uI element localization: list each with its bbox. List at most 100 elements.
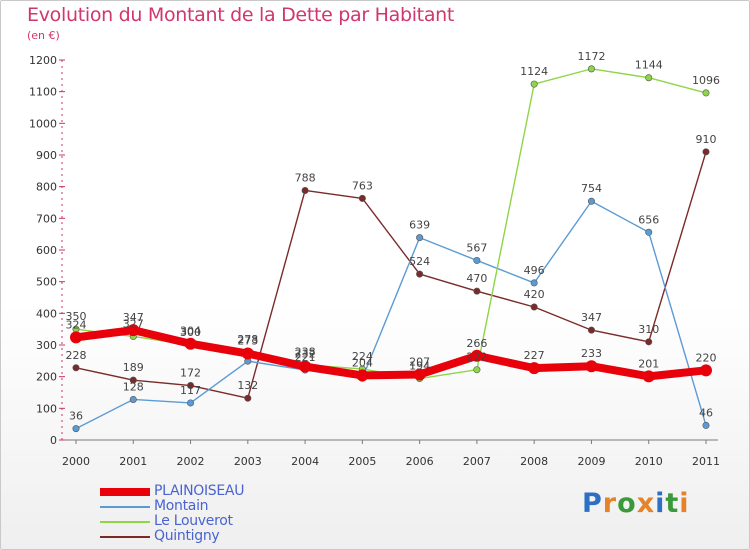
data-label: 238	[295, 346, 316, 359]
data-point	[587, 197, 595, 205]
data-label: 420	[524, 288, 545, 301]
data-point	[585, 360, 598, 373]
y-tick-label: 1000	[29, 117, 57, 130]
x-tick-label: 2007	[463, 455, 491, 468]
series-line-le-louverot	[75, 68, 707, 380]
legend-item: Le Louverot	[100, 513, 320, 529]
legend-item: Quintigny	[100, 528, 320, 544]
data-label: 221	[295, 351, 316, 364]
data-label: 347	[581, 311, 602, 324]
legend: PLAINOISEAU Montain Le Louverot Quintigny	[100, 483, 320, 544]
data-label: 189	[123, 361, 144, 374]
data-label: 36	[69, 410, 83, 423]
legend-swatch	[100, 505, 150, 508]
legend-label: Montain	[154, 498, 209, 514]
data-label: 273	[237, 335, 258, 348]
data-point	[702, 89, 710, 97]
data-label: 207	[409, 355, 430, 368]
data-point	[187, 399, 195, 407]
data-point	[473, 256, 481, 264]
data-label: 350	[66, 310, 87, 323]
data-point	[301, 186, 309, 194]
logo-letter: i	[655, 488, 666, 519]
logo-letter: r	[602, 488, 618, 519]
series-line-plainoiseau	[72, 326, 710, 381]
data-label: 310	[638, 323, 659, 336]
data-point	[127, 324, 140, 337]
logo-letter: t	[665, 488, 680, 519]
data-point	[700, 364, 712, 377]
y-tick-label: 900	[36, 149, 57, 162]
data-label: 228	[66, 349, 87, 362]
data-point	[72, 425, 80, 433]
data-label: 46	[699, 406, 713, 419]
x-tick-label: 2003	[234, 455, 262, 468]
data-point	[702, 148, 710, 156]
y-tick-label: 700	[36, 212, 57, 225]
data-label: 266	[466, 337, 487, 350]
data-label: 232	[295, 348, 316, 361]
series-line-montain	[75, 200, 707, 430]
data-label: 172	[180, 367, 201, 380]
legend-swatch	[100, 487, 150, 496]
legend-label: Le Louverot	[154, 513, 233, 529]
y-tick-label: 0	[50, 434, 57, 447]
data-label: 567	[466, 241, 487, 254]
x-tick-label: 2005	[348, 455, 376, 468]
legend-item: PLAINOISEAU	[100, 483, 320, 499]
data-point	[356, 369, 369, 382]
data-point	[70, 331, 82, 344]
data-label: 1124	[520, 65, 548, 78]
x-tick-label: 2009	[577, 455, 605, 468]
data-label: 656	[638, 213, 659, 226]
data-label: 304	[180, 325, 201, 338]
data-label: 220	[696, 351, 717, 364]
data-label: 754	[581, 182, 602, 195]
data-label: 347	[123, 311, 144, 324]
data-point	[645, 338, 653, 346]
data-label: 1096	[692, 74, 720, 87]
x-tick-label: 2004	[291, 455, 319, 468]
proxiti-logo: Proxiti	[582, 488, 690, 519]
unit-label: (en €)	[27, 29, 60, 42]
y-tick-label: 500	[36, 276, 57, 289]
data-point	[244, 394, 252, 402]
data-label: 132	[237, 379, 258, 392]
data-point	[129, 395, 137, 403]
data-label: 639	[409, 219, 430, 232]
data-label: 204	[352, 356, 373, 369]
y-tick-label: 100	[36, 402, 57, 415]
data-label: 327	[123, 317, 144, 330]
x-tick-label: 2000	[62, 455, 90, 468]
data-label: 233	[581, 347, 602, 360]
x-tick-label: 2002	[177, 455, 205, 468]
data-point	[470, 349, 483, 362]
data-label: 524	[409, 255, 430, 268]
data-point	[530, 80, 538, 88]
y-tick-label: 400	[36, 307, 57, 320]
logo-letter: P	[582, 488, 603, 519]
data-label: 324	[66, 318, 87, 331]
data-label: 201	[638, 357, 659, 370]
y-tick-label: 1200	[29, 54, 57, 67]
data-label: 227	[524, 349, 545, 362]
legend-label: Quintigny	[154, 528, 220, 544]
data-label: 1172	[577, 50, 605, 63]
y-tick-label: 200	[36, 371, 57, 384]
data-point	[645, 228, 653, 236]
data-point	[241, 347, 254, 360]
x-tick-label: 2006	[406, 455, 434, 468]
data-point	[72, 364, 80, 372]
x-tick-label: 2010	[635, 455, 663, 468]
data-label: 128	[123, 380, 144, 393]
data-label: 496	[524, 264, 545, 277]
data-point	[473, 287, 481, 295]
y-tick-label: 600	[36, 244, 57, 257]
legend-item: Montain	[100, 498, 320, 514]
data-label: 194	[409, 360, 430, 373]
logo-letter: i	[679, 488, 690, 519]
data-point	[416, 234, 424, 242]
data-point	[473, 366, 481, 374]
